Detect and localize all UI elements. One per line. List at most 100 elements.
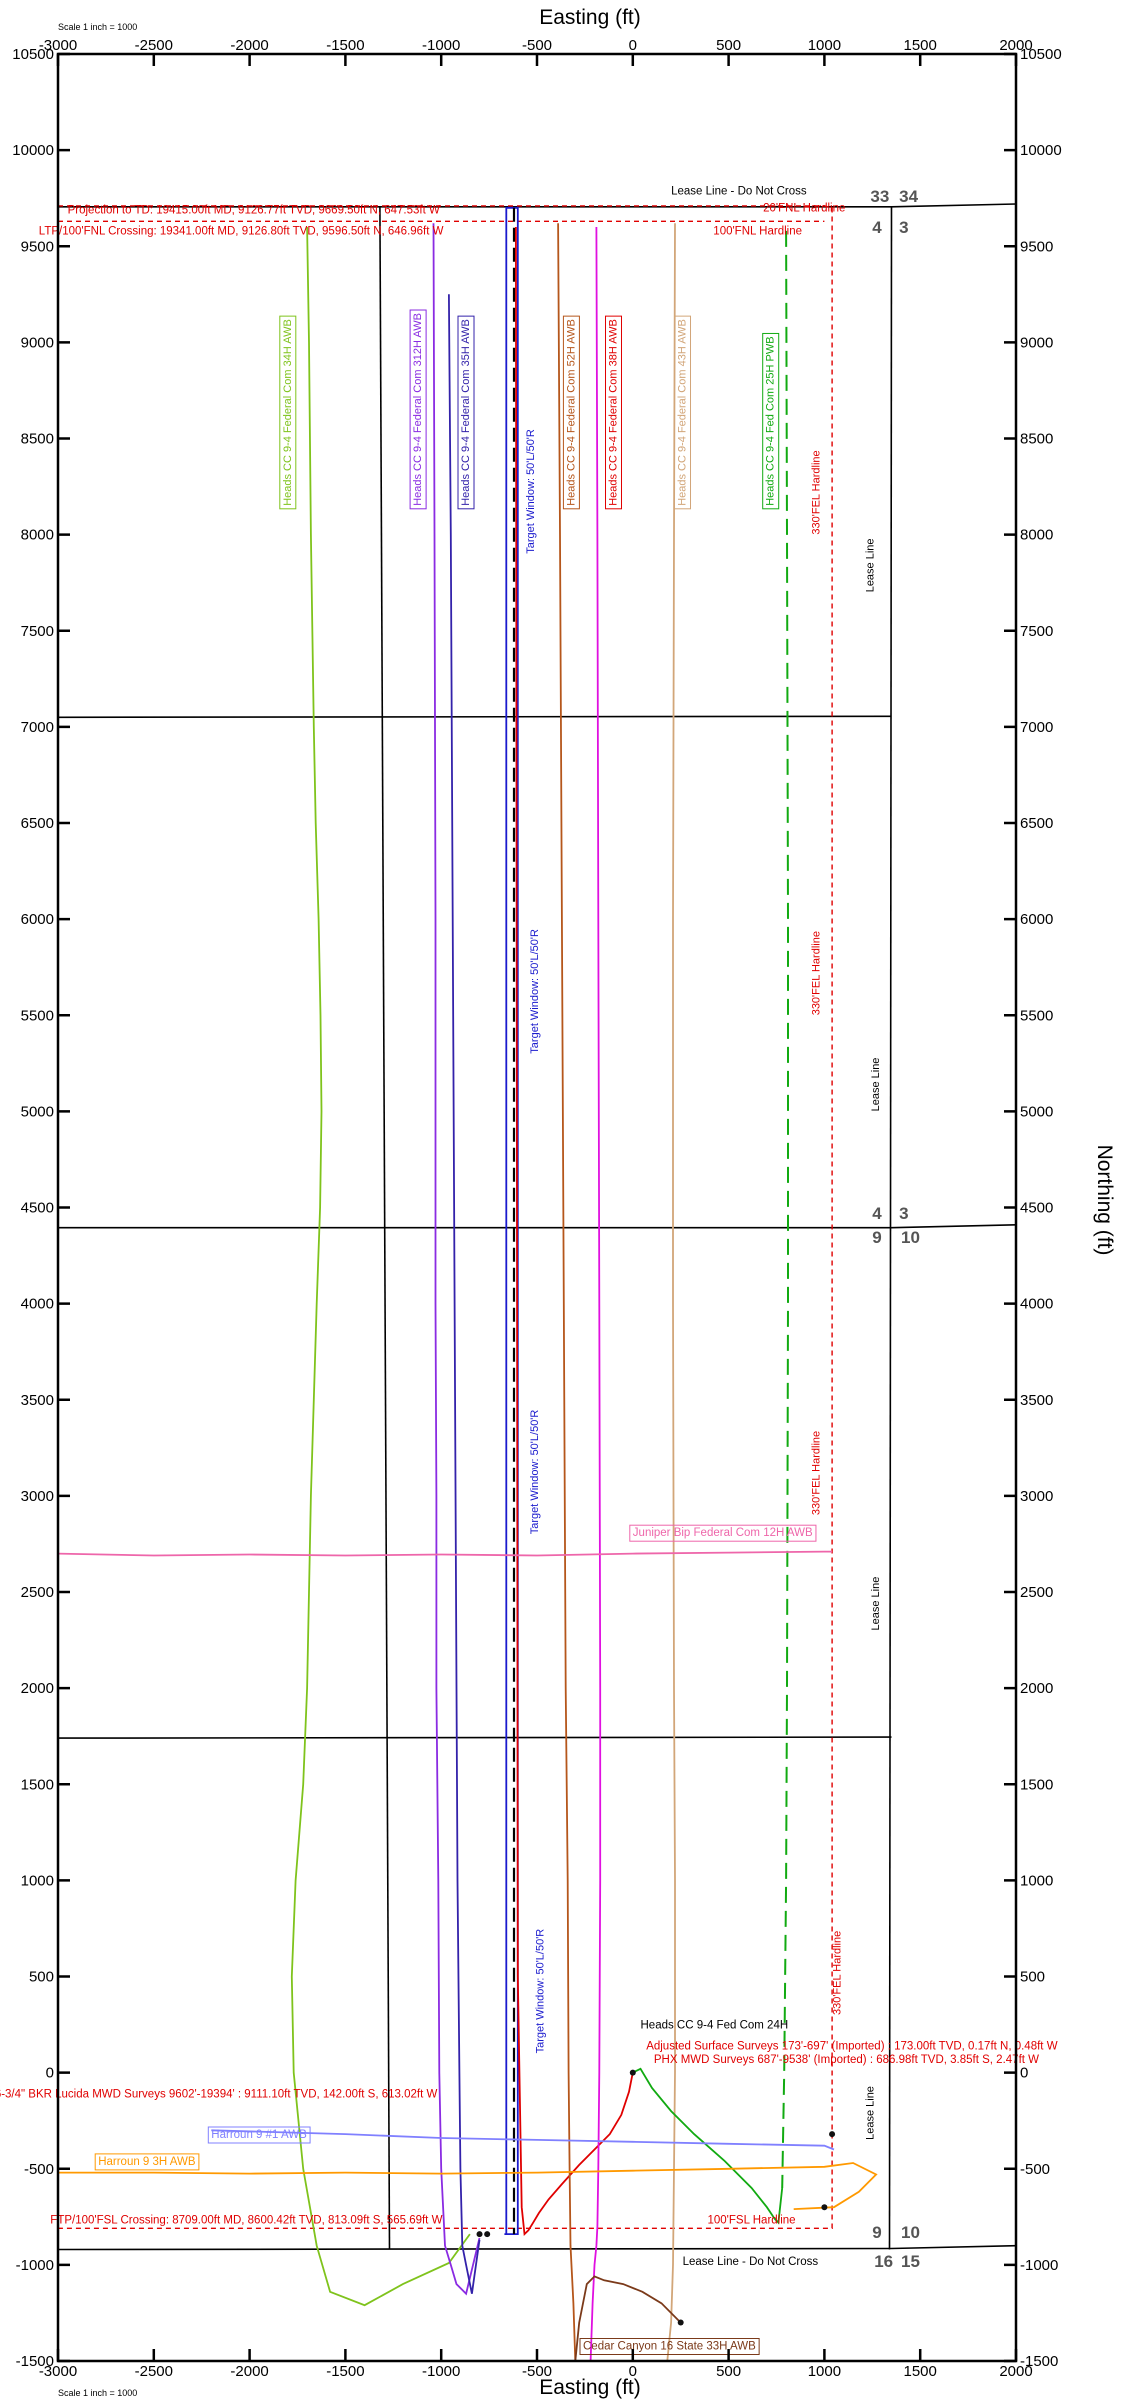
x-tick-label-top: 2000 (999, 37, 1032, 54)
annotation-group: Target Window: 50'L/50'R (529, 1410, 541, 1535)
y-tick-label-right: 500 (1020, 1969, 1045, 1986)
y-tick-label-right: 6000 (1020, 911, 1053, 928)
section-number-label: 9 (872, 2223, 881, 2242)
y-tick-label-left: 3500 (21, 1392, 54, 1409)
section-line-6 (888, 206, 893, 2250)
annotation-label: Heads CC 9-4 Federal Com 38H AWB (608, 319, 620, 506)
annotation-label: Projection to TD: 19415.00ft MD, 9126.77… (68, 205, 440, 217)
x-tick-label-bottom: -1500 (326, 2363, 364, 2380)
y-tick-label-left: 8500 (21, 431, 54, 448)
y-tick-label-left: 7000 (21, 719, 54, 736)
y-tick-label-left: 2500 (21, 1584, 54, 1601)
section-line-5 (379, 206, 391, 2250)
annotation-group: Heads CC 9-4 Federal Com 52H AWB (562, 315, 580, 510)
y-tick-label-right: 4000 (1020, 1296, 1053, 1313)
annotation-label: Lease Line (870, 1058, 882, 1112)
y-tick-label-left: 4500 (21, 1200, 54, 1217)
y-tick-label-right: 8000 (1020, 527, 1053, 544)
annotation-label: 330'FEL Hardline (811, 1431, 823, 1515)
y-tick-label-right: 5000 (1020, 1103, 1053, 1120)
y-tick-label-right: 1500 (1020, 1776, 1053, 1793)
annotation-label: PHX MWD Surveys 687'-9538' (Imported) : … (654, 2054, 1039, 2066)
annotation-group: 330'FEL Hardline (811, 450, 823, 534)
annotation-group: Heads CC 9-4 Federal Com 38H AWB (605, 315, 623, 510)
annotation-group: 330'FEL Hardline (811, 1431, 823, 1515)
y-tick-label-left: -1500 (16, 2353, 54, 2370)
y-tick-label-right: 3500 (1020, 1392, 1053, 1409)
y-tick-label-left: 500 (29, 1969, 54, 1986)
y-tick-label-right: 10500 (1020, 46, 1062, 63)
annotation-group: 330'FEL Hardline (811, 931, 823, 1015)
y-tick-label-right: 9500 (1020, 238, 1053, 255)
survey-point-0 (629, 2069, 636, 2076)
section-number-label: 4 (872, 218, 882, 237)
annotation-label: 100'FNL Hardline (713, 226, 802, 238)
y-tick-label-left: -1000 (16, 2257, 54, 2274)
x-tick-label-bottom: -2000 (230, 2363, 268, 2380)
annotation-group: Lease Line (870, 1058, 882, 1112)
y-tick-label-left: 0 (46, 2065, 54, 2082)
series-line-11 (57, 1550, 833, 1557)
y-tick-label-left: 3000 (21, 1488, 54, 1505)
x-tick-label-bottom: 500 (716, 2363, 741, 2380)
x-tick-label-bottom: 2000 (999, 2363, 1032, 2380)
y-tick-label-right: 5500 (1020, 1007, 1053, 1024)
y-axis-label: Northing (ft) (1093, 1145, 1116, 1256)
annotation-box (674, 315, 692, 510)
annotation-box (279, 315, 297, 510)
x-tick-label-top: -1000 (422, 37, 460, 54)
section-number-label: 33 (870, 187, 889, 206)
x-axis-label-bottom: Easting (ft) (539, 2376, 641, 2399)
annotation-box (629, 1524, 817, 1542)
section-line-2 (58, 1224, 1017, 1229)
y-tick-label-left: 1000 (21, 1872, 54, 1889)
annotation-box (562, 315, 580, 510)
annotation-box (207, 2126, 311, 2144)
annotation-group: Heads CC 9-4 Fed Com 25H PWB (762, 332, 780, 510)
annotation-label: Heads CC 9-4 Federal Com 312H AWB (412, 313, 424, 506)
annotation-group: Target Window: 50'L/50'R (535, 1929, 547, 2054)
series-line-7 (589, 226, 602, 2362)
annotation-box (605, 315, 623, 510)
survey-point-1 (476, 2231, 483, 2238)
section-number-label: 3 (899, 218, 908, 237)
series-line-10 (632, 2067, 784, 2225)
y-tick-label-left: 7500 (21, 623, 54, 640)
series-line-5 (515, 226, 634, 2237)
annotation-label: 100'FSL Hardline (708, 2215, 796, 2227)
annotation-label: 330'FEL Hardline (832, 1931, 844, 2015)
annotation-label: Heads CC 9-4 Federal Com 52H AWB (565, 319, 577, 506)
series-line-13 (58, 2162, 878, 2210)
x-tick-label-top: -3000 (39, 37, 77, 54)
annotation-label: Target Window: 50'L/50'R (535, 1929, 547, 2054)
y-tick-label-right: 0 (1020, 2065, 1028, 2082)
y-tick-label-right: 7000 (1020, 719, 1053, 736)
annotation-label: Target Window: 50'L/50'R (529, 929, 541, 1054)
x-tick-label-top: -1500 (326, 37, 364, 54)
hardline-0 (57, 205, 833, 2230)
plot-lines-layer (57, 203, 1017, 2362)
annotation-label: Harroun 9 3H AWB (98, 2156, 196, 2168)
series-line-1 (432, 223, 481, 2296)
annotation-group: Target Window: 50'L/50'R (525, 429, 537, 554)
x-axis-label-top: Easting (ft) (539, 6, 641, 29)
x-tick-label-bottom: -500 (522, 2363, 552, 2380)
series-line-2 (448, 294, 481, 2294)
section-number-label: 10 (901, 2223, 920, 2242)
x-tick-label-bottom: -3000 (39, 2363, 77, 2380)
y-tick-label-right: -1500 (1020, 2353, 1058, 2370)
annotation-label: 6-3/4" BKR Lucida MWD Surveys 9602'-1939… (0, 2089, 437, 2101)
x-tick-label-top: 0 (629, 37, 637, 54)
y-tick-label-left: 4000 (21, 1296, 54, 1313)
x-tick-label-top: -2500 (135, 37, 173, 54)
y-tick-label-right: 2500 (1020, 1584, 1053, 1601)
annotation-group: Lease Line (864, 2086, 876, 2140)
y-tick-label-left: -500 (24, 2161, 54, 2178)
y-tick-label-left: 6500 (21, 815, 54, 832)
survey-point-4 (821, 2204, 828, 2211)
y-tick-label-right: 1000 (1020, 1872, 1053, 1889)
section-number-label: 4 (872, 1204, 882, 1223)
annotation-label: Heads CC 9-4 Federal Com 43H AWB (677, 319, 689, 506)
survey-point-3 (677, 2319, 684, 2326)
